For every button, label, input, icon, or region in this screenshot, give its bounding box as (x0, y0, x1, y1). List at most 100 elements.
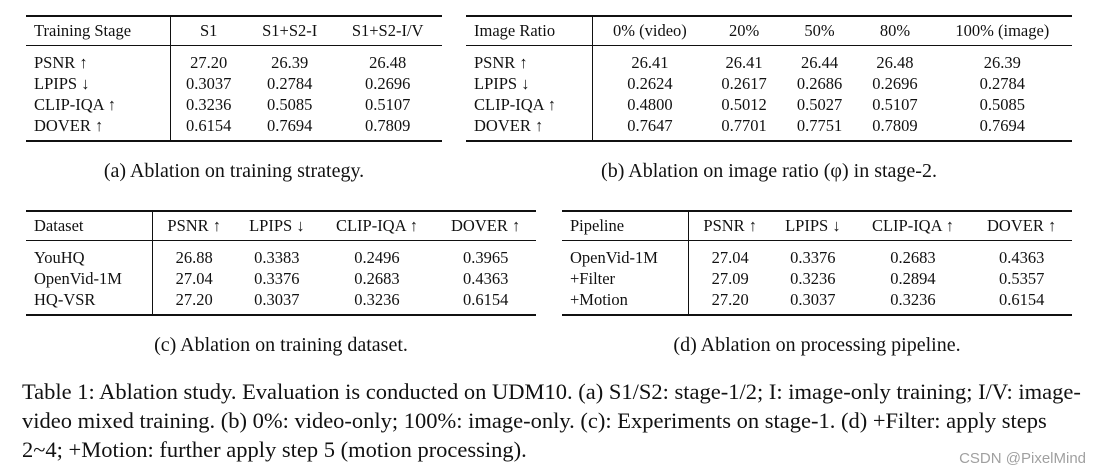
table-cell: 0.6154 (186, 116, 232, 135)
table-b-grid: Image Ratio 0% (video) 20% 50% 80% 100% (imag… (466, 15, 1072, 142)
row-label: LPIPS ↓ (26, 73, 172, 94)
table-cell: 0.3037 (186, 74, 232, 93)
table-row: LPIPS ↓ 0.3037 0.2784 0.2696 (26, 73, 442, 94)
table-cell: 0.2683 (354, 269, 400, 288)
table-cell: 0.6154 (998, 290, 1045, 309)
caption-c: (c) Ablation on training dataset. (154, 334, 408, 356)
table-cell: 0.2617 (721, 74, 767, 93)
table-cell: 0.7694 (266, 116, 313, 135)
table-cell: 0.5357 (998, 269, 1045, 288)
row-label: PSNR ↑ (466, 45, 594, 73)
table-cell: 0.7647 (627, 116, 673, 135)
header-row: Training Stage S1 S1+S2-I S1+S2-I/V (26, 16, 442, 46)
table-cell: 0.2696 (872, 74, 918, 93)
table-row: +Filter 27.09 0.3236 0.2894 0.5357 (562, 268, 1072, 289)
column-header: S1+S2-I (262, 21, 318, 40)
row-label: +Filter (562, 268, 690, 289)
table-cell: 0.4363 (998, 248, 1045, 267)
table-cell: 0.5085 (266, 95, 313, 114)
table-cell: 26.41 (725, 53, 763, 72)
table-cell: 0.4800 (627, 95, 673, 114)
table-cell: 0.2683 (890, 248, 936, 267)
table-cell: 0.3037 (254, 290, 300, 309)
table-cell: 0.5107 (364, 95, 411, 114)
row-label: CLIP-IQA ↑ (26, 94, 172, 115)
table-cell: 0.2686 (796, 74, 843, 93)
caption-b: (b) Ablation on image ratio (φ) in stage… (601, 160, 937, 182)
table-cell: 27.04 (175, 269, 213, 288)
row-label: OpenVid-1M (562, 240, 690, 268)
table-cell: 0.5085 (979, 95, 1026, 114)
table-cell: 0.3965 (462, 248, 509, 267)
column-header: 80% (879, 21, 911, 40)
table-b: Image Ratio 0% (video) 20% 50% 80% 100% (imag… (466, 15, 1072, 142)
main-caption: Table 1: Ablation study. Evaluation is c… (22, 379, 1081, 462)
column-header: DOVER ↑ (987, 216, 1057, 235)
table-a-grid: Training Stage S1 S1+S2-I S1+S2-I/V PSNR ↑ 27… (26, 15, 442, 142)
table-cell: 0.2784 (266, 74, 313, 93)
column-header: CLIP-IQA ↑ (871, 216, 954, 235)
table-row: PSNR ↑ 27.20 26.39 26.48 (26, 45, 442, 73)
table-cell: 0.2784 (979, 74, 1026, 93)
column-header: 50% (804, 21, 835, 40)
table-cell: 26.88 (175, 248, 213, 267)
table-cell: 0.7809 (872, 116, 918, 135)
table-cell: 27.04 (711, 248, 749, 267)
table-row: CLIP-IQA ↑ 0.4800 0.5012 0.5027 0.5107 0.5085 (466, 94, 1072, 115)
table-row: PSNR ↑ 26.41 26.41 26.44 26.48 26.39 (466, 45, 1072, 73)
table-cell: 0.3376 (790, 248, 836, 267)
table-cell: 26.48 (369, 53, 407, 72)
row-label: +Motion (562, 289, 690, 315)
table-d: Pipeline PSNR ↑ LPIPS ↓ CLIP-IQA ↑ DOVER ↑ Op… (562, 210, 1072, 316)
table-c-grid: Dataset PSNR ↑ LPIPS ↓ CLIP-IQA ↑ DOVER ↑ You… (26, 210, 536, 316)
table-cell: 0.4363 (462, 269, 509, 288)
table-cell: 0.3236 (186, 95, 232, 114)
column-header: 0% (video) (613, 21, 687, 40)
row-label: LPIPS ↓ (466, 73, 594, 94)
table-cell: 0.2496 (354, 248, 400, 267)
table-cell: 0.7701 (721, 116, 767, 135)
table-cell: 0.3236 (890, 290, 936, 309)
header-row: Image Ratio 0% (video) 20% 50% 80% 100% (imag… (466, 16, 1072, 46)
row-label: DOVER ↑ (26, 115, 172, 141)
table-row: DOVER ↑ 0.6154 0.7694 0.7809 (26, 115, 442, 141)
table-cell: 0.3383 (254, 248, 300, 267)
table-cell: 0.2894 (890, 269, 936, 288)
table-row: OpenVid-1M 27.04 0.3376 0.2683 0.4363 (26, 268, 536, 289)
table-d-grid: Pipeline PSNR ↑ LPIPS ↓ CLIP-IQA ↑ DOVER ↑ Op… (562, 210, 1072, 316)
row-label: PSNR ↑ (26, 45, 172, 73)
table-cell: 27.09 (711, 269, 749, 288)
table-c: Dataset PSNR ↑ LPIPS ↓ CLIP-IQA ↑ DOVER ↑ You… (26, 210, 536, 316)
column-header: 100% (image) (955, 21, 1050, 40)
table-cell: 0.7751 (796, 116, 843, 135)
table-cell: 26.48 (876, 53, 914, 72)
table-row: DOVER ↑ 0.7647 0.7701 0.7751 0.7809 0.7694 (466, 115, 1072, 141)
column-header: LPIPS ↓ (249, 216, 305, 235)
table-cell: 0.3236 (790, 269, 836, 288)
table-row: YouHQ 26.88 0.3383 0.2496 0.3965 (26, 240, 536, 268)
column-header: Pipeline (562, 211, 690, 241)
column-header: LPIPS ↓ (785, 216, 841, 235)
column-header: DOVER ↑ (451, 216, 521, 235)
row-label: YouHQ (26, 240, 154, 268)
column-header: S1+S2-I/V (351, 21, 424, 40)
table-row: OpenVid-1M 27.04 0.3376 0.2683 0.4363 (562, 240, 1072, 268)
table-cell: 0.5012 (721, 95, 767, 114)
table-row: LPIPS ↓ 0.2624 0.2617 0.2686 0.2696 0.2784 (466, 73, 1072, 94)
column-header: CLIP-IQA ↑ (335, 216, 418, 235)
caption-a: (a) Ablation on training strategy. (103, 160, 365, 182)
column-header: S1 (200, 21, 218, 40)
table-row: CLIP-IQA ↑ 0.3236 0.5085 0.5107 (26, 94, 442, 115)
table-cell: 0.3376 (254, 269, 300, 288)
header-row: Dataset PSNR ↑ LPIPS ↓ CLIP-IQA ↑ DOVER ↑ (26, 211, 536, 241)
table-cell: 27.20 (190, 53, 228, 72)
row-label: OpenVid-1M (26, 268, 154, 289)
header-row: Pipeline PSNR ↑ LPIPS ↓ CLIP-IQA ↑ DOVER ↑ (562, 211, 1072, 241)
table-cell: 0.5107 (872, 95, 918, 114)
column-header: Dataset (26, 211, 154, 241)
table-cell: 0.5027 (796, 95, 843, 114)
table-cell: 27.20 (175, 290, 213, 309)
row-label: HQ-VSR (26, 289, 154, 315)
watermark: CSDN @PixelMind (959, 450, 1086, 467)
table-row: +Motion 27.20 0.3037 0.3236 0.6154 (562, 289, 1072, 315)
